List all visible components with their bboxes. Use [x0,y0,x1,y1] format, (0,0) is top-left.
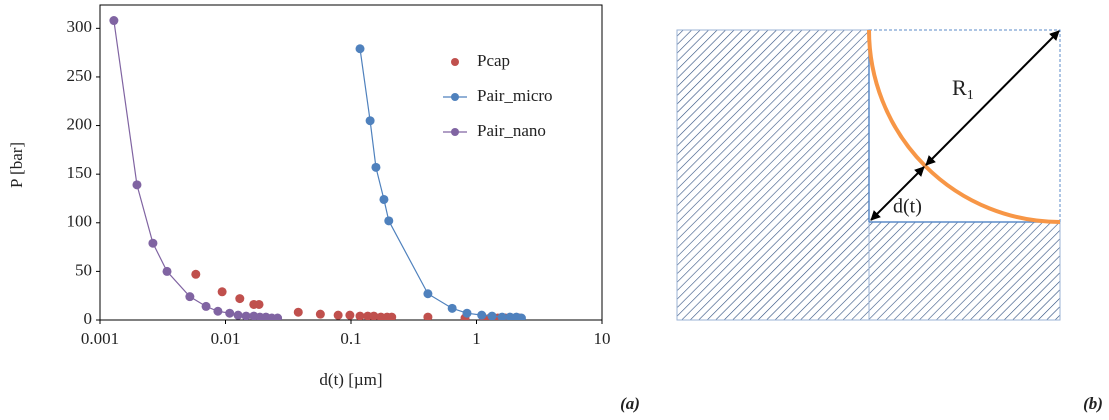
x-tick-label: 0.001 [81,329,119,348]
y-tick-label: 250 [67,66,93,85]
hatched-block [868,221,1061,321]
data-point [447,303,457,313]
legend-label: Pair_nano [477,121,546,140]
data-point [191,269,201,279]
distance-label: d(t) [893,196,922,218]
data-point [369,311,379,320]
legend-marker [451,128,459,136]
data-point [355,44,365,54]
data-point [315,309,325,319]
y-tick-label: 100 [67,212,93,231]
data-point [109,16,119,26]
x-tick-label: 10 [594,329,611,348]
legend-label: Pair_micro [477,86,553,105]
data-point [355,311,365,320]
data-point [293,307,303,317]
distance-arrow [870,166,925,221]
data-point [516,313,526,320]
data-point [384,216,394,226]
data-point [462,308,472,318]
y-tick-label: 200 [67,114,93,133]
y-tick-label: 50 [75,260,92,279]
legend-label: Pcap [477,51,510,70]
data-point [365,116,375,126]
data-point [273,313,283,320]
data-point [487,311,497,320]
data-point [132,180,142,190]
x-axis-label: d(t) [µm] [319,370,382,389]
data-point [213,306,223,316]
data-point [201,301,211,311]
x-tick-label: 1 [472,329,481,348]
chart: d(t) [µm] P [bar] 0 50 100 150 200 250 300 0.00… [7,4,611,389]
data-point [497,312,507,320]
data-point [235,294,245,304]
data-point [477,310,487,320]
y-tick-label: 0 [84,309,93,328]
radius-label: R1 [952,75,974,103]
data-point [254,299,264,309]
panel-label: (a) [620,394,640,413]
x-tick-label: 0.1 [340,329,361,348]
data-point [423,289,433,299]
panel-label: (b) [1083,394,1103,413]
data-point [333,310,343,320]
radius-arrow [925,30,1060,166]
data-point [241,311,251,320]
y-axis-label: P [bar] [7,142,26,188]
legend-marker [451,58,459,66]
data-point [233,310,243,320]
data-point [423,312,433,320]
data-point [148,238,158,248]
data-point [185,292,195,302]
meniscus-arc [867,29,1061,224]
data-point [371,162,381,172]
data-point [345,310,355,320]
data-point [387,312,397,320]
data-point [162,266,172,276]
y-tick-label: 300 [67,17,93,36]
data-point [217,287,227,297]
plot-area [109,16,526,320]
plot-frame [99,4,603,321]
legend-marker [451,93,459,101]
diagram: R1 d(t) (b) [676,29,1103,413]
data-point [379,194,389,204]
data-point [225,308,235,318]
x-tick-label: 0.01 [211,329,241,348]
hatched-block [676,29,870,321]
y-tick-label: 150 [67,163,93,182]
